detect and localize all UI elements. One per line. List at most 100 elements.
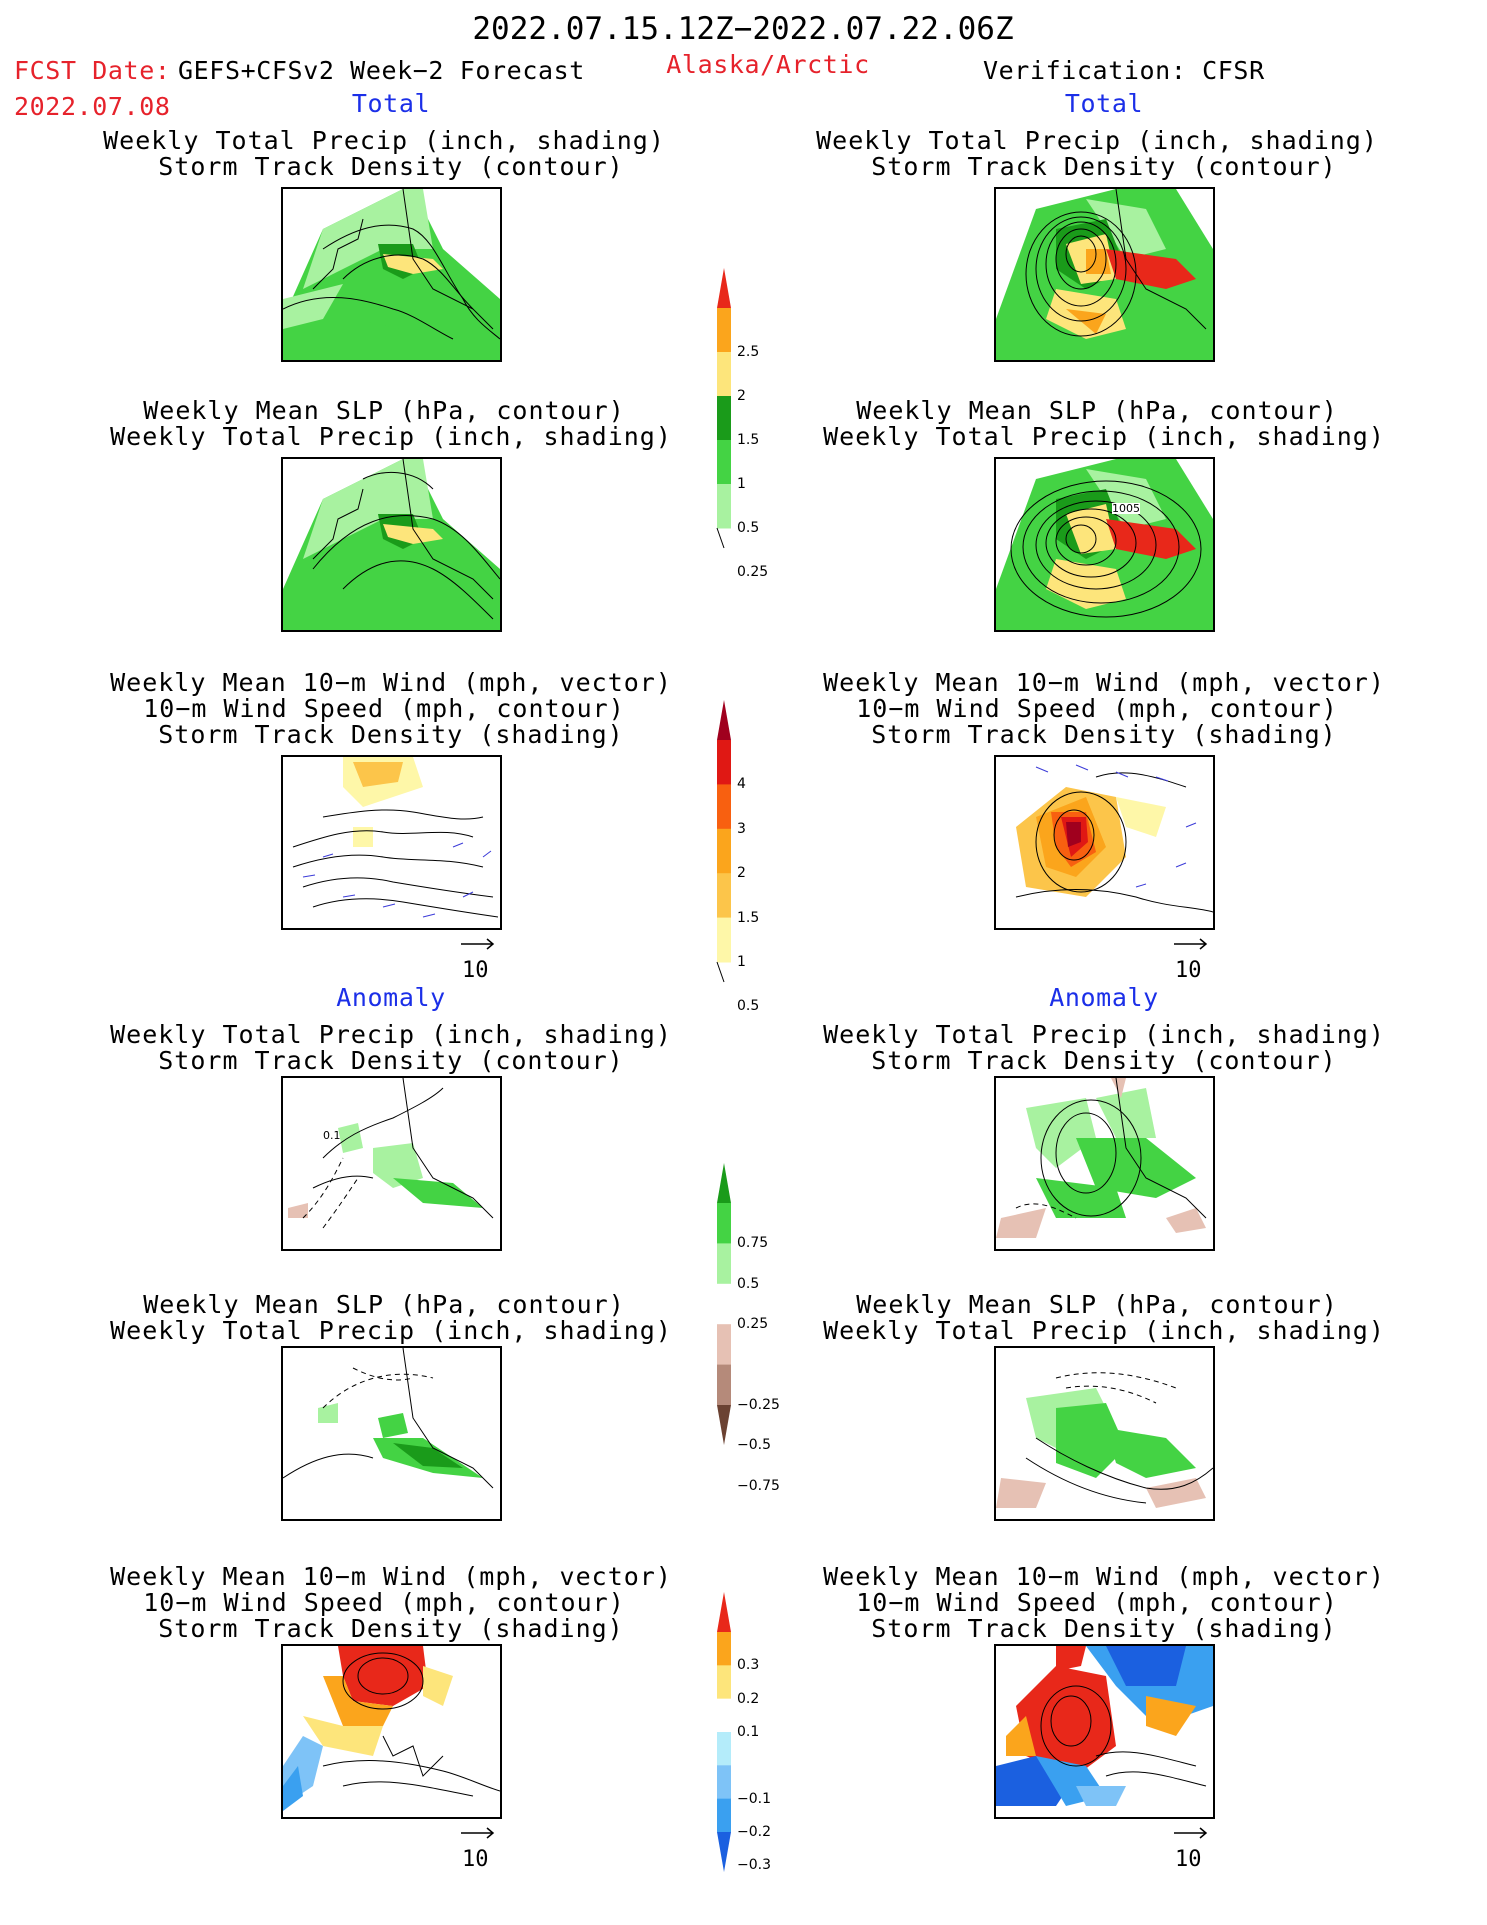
period-title: 2022.07.15.12Z−2022.07.22.06Z [472, 11, 1014, 47]
map-total-slp-forecast [281, 457, 502, 632]
title-anom-slp-r2: Weekly Total Precip (inch, shading) [823, 1316, 1385, 1345]
region-label: Alaska/Arctic [666, 50, 870, 79]
vector-ref-label-total-right: 10 [1175, 958, 1202, 983]
colorbar-top-triangle [717, 1163, 731, 1203]
colorbar-tick-label: −0.1 [737, 1790, 771, 1807]
colorbar-storm-total: 4 3 2 1.5 1 0.5 [715, 700, 775, 1013]
title-anom-precip-l1: Weekly Total Precip (inch, shading) [110, 1020, 672, 1049]
colorbar-segment [717, 1364, 731, 1406]
title-wind-l2: 10−m Wind Speed (mph, contour) [143, 694, 625, 723]
colorbar-segment [717, 1798, 731, 1833]
map-total-precip-verification [994, 187, 1215, 362]
colorbar-tick-label: −0.75 [737, 1477, 780, 1494]
title-precip-storm-r1: Weekly Total Precip (inch, shading) [816, 126, 1378, 155]
colorbar-tick-label: 0.1 [737, 1724, 760, 1740]
colorbar-segment [717, 1203, 731, 1244]
colorbar-tick-label: 1 [737, 476, 746, 492]
vector-ref-arrow-total-left [459, 934, 499, 974]
map-total-precip-forecast [281, 187, 502, 362]
colorbar-tick-label: 0.3 [737, 1657, 760, 1674]
colorbar-bottom-triangle [717, 1405, 731, 1445]
colorbar-tick-label: 0.25 [737, 564, 769, 580]
map-anom-wind-forecast [281, 1644, 502, 1819]
title-anom-precip-l2: Storm Track Density (contour) [158, 1046, 624, 1075]
colorbar-segment [717, 740, 731, 785]
title-anom-precip-r1: Weekly Total Precip (inch, shading) [823, 1020, 1385, 1049]
colorbar-tail [716, 527, 725, 549]
section-anomaly-right: Anomaly [1049, 983, 1159, 1012]
colorbar-tick-label: 0.25 [737, 1316, 769, 1333]
fcst-label: FCST Date: [14, 56, 171, 85]
colorbar-tick-label: 0.5 [737, 1275, 760, 1292]
title-anom-wind-l2: 10−m Wind Speed (mph, contour) [143, 1588, 625, 1617]
vector-ref-arrow-anom-right [1172, 1823, 1212, 1863]
title-anom-wind-l1: Weekly Mean 10−m Wind (mph, vector) [110, 1562, 672, 1591]
colorbar-segment [717, 1243, 731, 1285]
colorbar-top-triangle [717, 268, 731, 308]
section-total-left: Total [351, 89, 431, 118]
vector-ref-arrow-anom-left [459, 1823, 499, 1863]
colorbar-segment [717, 440, 731, 485]
colorbar-segment [717, 1324, 731, 1366]
colorbar-segment [717, 828, 731, 874]
colorbar-graphic [716, 268, 731, 549]
colorbar-tick-label: 0.75 [737, 1235, 769, 1252]
colorbar-segment [717, 873, 731, 919]
map-total-wind-verification [994, 755, 1215, 930]
colorbar-segment [717, 352, 731, 397]
title-wind-r2: 10−m Wind Speed (mph, contour) [856, 694, 1338, 723]
title-anom-slp-l1: Weekly Mean SLP (hPa, contour) [143, 1290, 625, 1319]
colorbar-graphic [716, 700, 731, 983]
colorbar-segment [717, 1732, 731, 1766]
colorbar-segment [717, 1283, 731, 1325]
map-anom-wind-verification [994, 1644, 1215, 1819]
title-anom-slp-l2: Weekly Total Precip (inch, shading) [110, 1316, 672, 1345]
colorbar-precip-total: 2.5 2 1.5 1 0.5 0.25 [715, 268, 775, 579]
colorbar-segment [717, 396, 731, 441]
colorbar-segment [717, 917, 731, 963]
colorbar-top-triangle [717, 1592, 731, 1632]
colorbar-segment [717, 1665, 731, 1700]
colorbar-tick-label: 0.5 [737, 520, 760, 536]
colorbar-segment [717, 1765, 731, 1800]
colorbar-tick-label: −0.2 [737, 1824, 771, 1840]
verification-label: Verification: CFSR [983, 56, 1265, 85]
title-anom-precip-r2: Storm Track Density (contour) [871, 1046, 1337, 1075]
vector-ref-arrow-total-right [1172, 934, 1212, 974]
colorbar-segment [717, 484, 731, 529]
colorbar-tick-label: −0.25 [737, 1397, 780, 1413]
title-precip-storm-l2: Storm Track Density (contour) [158, 152, 624, 181]
colorbar-segment [717, 784, 731, 830]
colorbar-tick-label: 1.5 [737, 909, 760, 926]
fcst-date: 2022.07.08 [14, 92, 171, 121]
title-precip-storm-r2: Storm Track Density (contour) [871, 152, 1337, 181]
title-slp-r2: Weekly Total Precip (inch, shading) [823, 422, 1385, 451]
title-slp-l2: Weekly Total Precip (inch, shading) [110, 422, 672, 451]
map-total-slp-verification: 1005 [994, 457, 1215, 632]
title-slp-r1: Weekly Mean SLP (hPa, contour) [856, 396, 1338, 425]
contour-label-1005: 1005 [1112, 502, 1140, 515]
colorbar-segment [717, 308, 731, 353]
map-total-wind-forecast [281, 755, 502, 930]
colorbar-tick-label: −0.3 [737, 1857, 771, 1874]
title-anom-wind-r1: Weekly Mean 10−m Wind (mph, vector) [823, 1562, 1385, 1591]
contour-label-0-1: 0.1 [323, 1129, 341, 1142]
colorbar-tick-label: 1 [737, 954, 746, 970]
fcst-model: GEFS+CFSv2 Week−2 Forecast [178, 56, 585, 85]
vector-ref-label-anom-right: 10 [1175, 1847, 1202, 1872]
title-anom-slp-r1: Weekly Mean SLP (hPa, contour) [856, 1290, 1338, 1319]
colorbar-tick-label: 2 [737, 865, 746, 882]
colorbar-segment [717, 1632, 731, 1666]
title-anom-wind-l3: Storm Track Density (shading) [158, 1614, 624, 1643]
colorbar-tick-label: 4 [737, 776, 746, 793]
colorbar-tick-label: −0.5 [737, 1437, 771, 1454]
colorbar-tick-label: 2.5 [737, 344, 760, 360]
colorbar-storm-anom: 0.3 0.2 0.1 −0.1 −0.2 −0.3 [715, 1592, 775, 1872]
colorbar-segment [717, 1698, 731, 1733]
map-anom-precip-forecast: 0.1 [281, 1076, 502, 1251]
title-anom-wind-r3: Storm Track Density (shading) [871, 1614, 1337, 1643]
title-slp-l1: Weekly Mean SLP (hPa, contour) [143, 396, 625, 425]
title-precip-storm-l1: Weekly Total Precip (inch, shading) [103, 126, 665, 155]
vector-ref-label-anom-left: 10 [462, 1847, 489, 1872]
vector-ref-label-total-left: 10 [462, 958, 489, 983]
